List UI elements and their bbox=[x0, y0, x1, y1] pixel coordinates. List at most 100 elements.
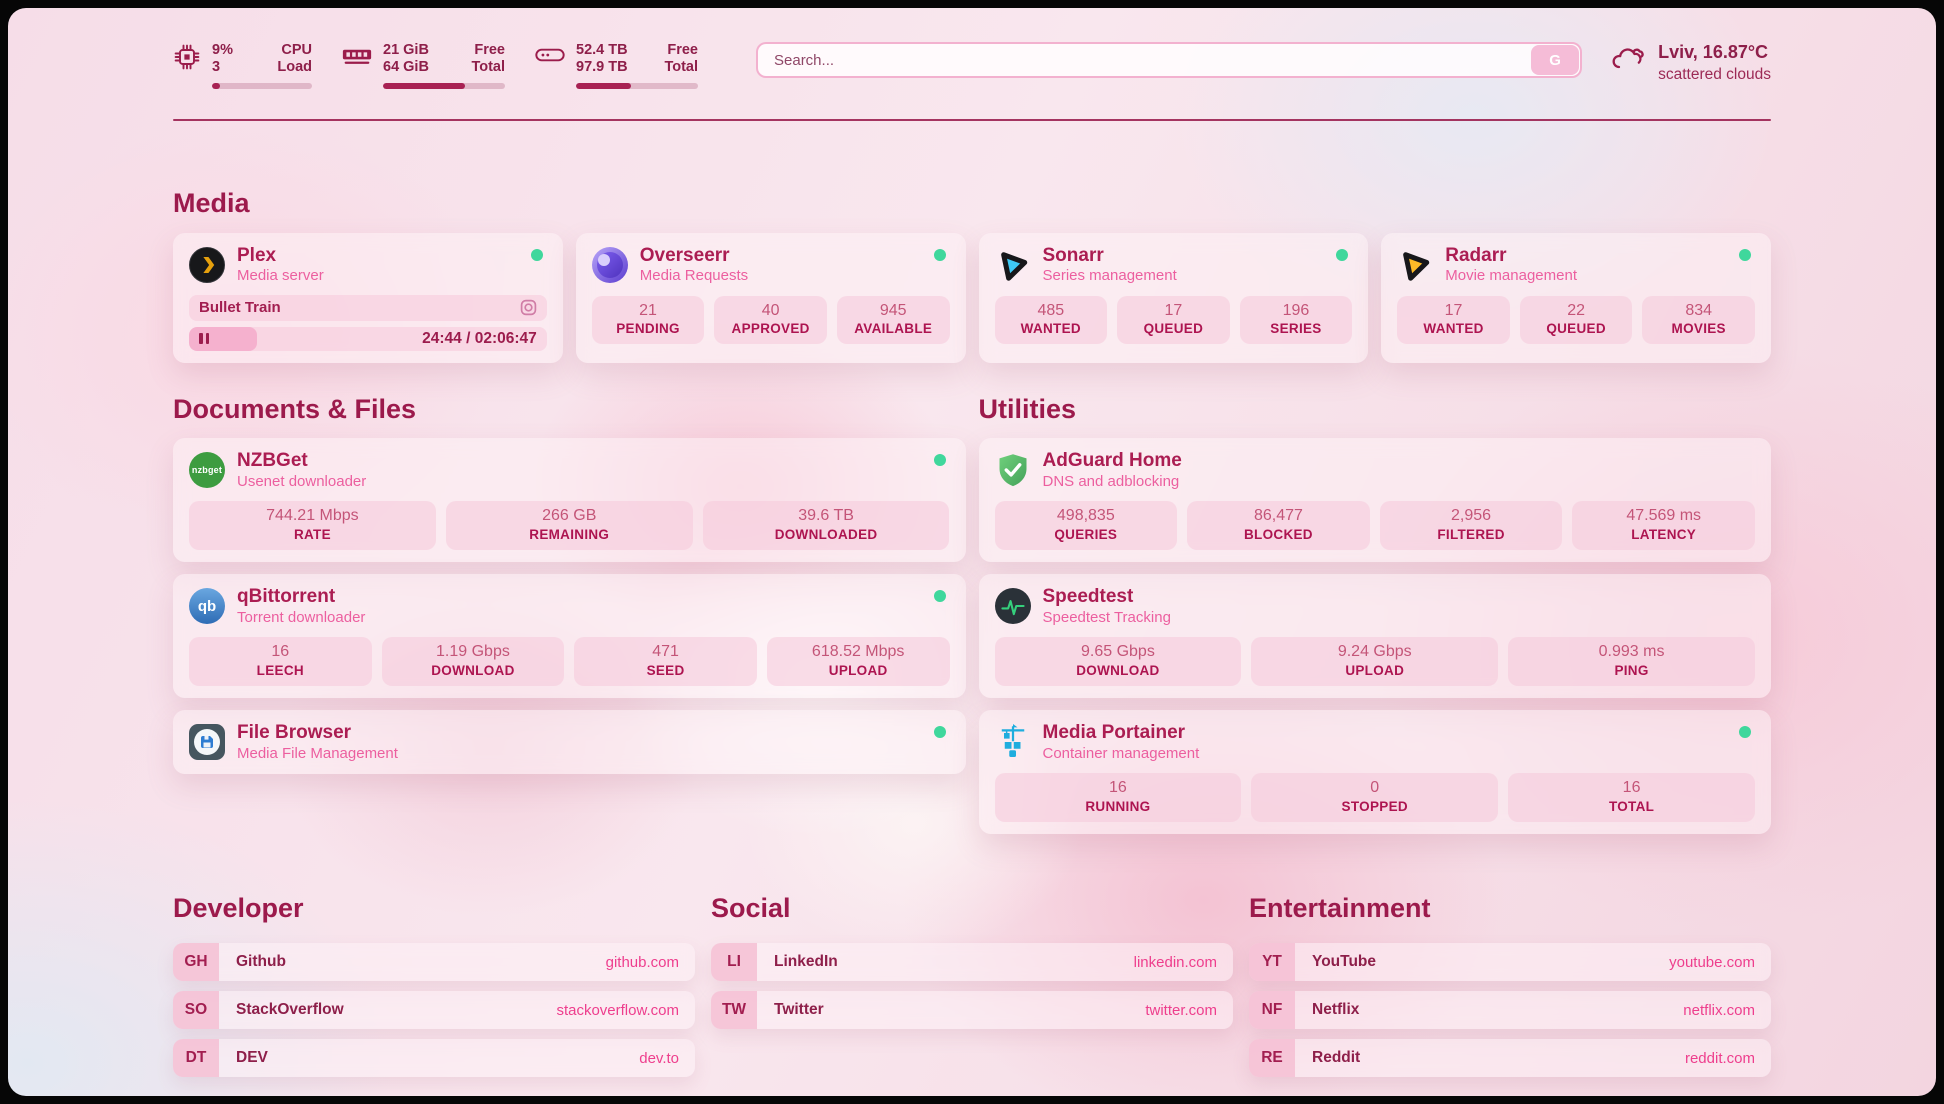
stat-box: 86,477 BLOCKED bbox=[1187, 501, 1370, 551]
search-input[interactable] bbox=[756, 42, 1583, 78]
sonarr-icon bbox=[995, 247, 1031, 283]
status-online-dot bbox=[530, 248, 543, 261]
storage-total-label: Total bbox=[664, 59, 698, 76]
adguard-card[interactable]: AdGuard Home DNS and adblocking 498,835 Q… bbox=[978, 438, 1771, 563]
app-subtitle: Movie management bbox=[1445, 267, 1577, 285]
portainer-icon bbox=[995, 723, 1031, 760]
stat-box: 9.65 Gbps DOWNLOAD bbox=[994, 637, 1242, 686]
stat-box: 1.19 Gbps DOWNLOAD bbox=[381, 637, 565, 686]
section-title-entertainment: Entertainment bbox=[1249, 892, 1431, 923]
link-url: twitter.com bbox=[1145, 1001, 1217, 1019]
media-card-grid: Plex Media server Bullet Train 24:44 / 0… bbox=[173, 232, 1771, 363]
app-title: qBittorrent bbox=[237, 586, 336, 608]
link-url: youtube.com bbox=[1669, 953, 1755, 971]
qbittorrent-card[interactable]: qb qBittorrent Torrent downloader 16 LEEC… bbox=[173, 574, 966, 698]
link-abbr: TW bbox=[711, 991, 757, 1030]
stat-box: 2,956 FILTERED bbox=[1379, 501, 1563, 551]
link-github[interactable]: GH Github github.com bbox=[173, 943, 695, 982]
stat-box: 9.24 Gbps UPLOAD bbox=[1251, 637, 1499, 686]
memory-total-label: Total bbox=[471, 59, 505, 76]
status-online-dot bbox=[1336, 248, 1349, 261]
stat-box: 0.993 ms PING bbox=[1508, 637, 1755, 686]
stat-box: 16 LEECH bbox=[189, 637, 372, 686]
pause-icon bbox=[199, 333, 209, 345]
stat-box: 0 STOPPED bbox=[1251, 773, 1499, 822]
link-youtube[interactable]: YT YouTube youtube.com bbox=[1249, 943, 1771, 982]
speedtest-card[interactable]: Speedtest Speedtest Tracking 9.65 Gbps DO… bbox=[978, 574, 1771, 698]
link-dev[interactable]: DT DEV dev.to bbox=[173, 1039, 695, 1078]
search-engine-button[interactable]: G bbox=[1531, 45, 1580, 75]
qbittorrent-icon: qb bbox=[189, 588, 225, 625]
sonarr-card[interactable]: Sonarr Series management 485 WANTED 17 QUE… bbox=[978, 232, 1369, 363]
playback-time: 24:44 / 02:06:47 bbox=[422, 329, 537, 347]
storage-total-value: 97.9 TB bbox=[576, 59, 628, 76]
link-name: Github bbox=[236, 953, 286, 971]
link-linkedin[interactable]: LI LinkedIn linkedin.com bbox=[711, 943, 1233, 982]
stat-box: 196 SERIES bbox=[1239, 295, 1353, 345]
stat-box: 17 WANTED bbox=[1397, 295, 1510, 345]
weather-location-temp: Lviv, 16.87°C bbox=[1658, 42, 1769, 62]
storage-progress-bar bbox=[576, 82, 698, 89]
section-title-social: Social bbox=[711, 892, 791, 923]
link-url: github.com bbox=[605, 953, 679, 971]
app-title: Radarr bbox=[1445, 244, 1507, 266]
link-stackoverflow[interactable]: SO StackOverflow stackoverflow.com bbox=[173, 991, 695, 1030]
app-subtitle: Container management bbox=[1042, 744, 1200, 762]
radarr-card[interactable]: Radarr Movie management 17 WANTED 22 QUEUE… bbox=[1381, 232, 1771, 363]
link-reddit[interactable]: RE Reddit reddit.com bbox=[1249, 1039, 1771, 1078]
weather-condition: scattered clouds bbox=[1658, 65, 1771, 83]
link-netflix[interactable]: NF Netflix netflix.com bbox=[1249, 991, 1771, 1030]
stat-box: 744.21 Mbps RATE bbox=[189, 501, 436, 551]
cloud-icon bbox=[1612, 48, 1644, 69]
dashboard-page: 9% CPU 3 Load 21 GiB Free 64 GiB Total bbox=[8, 8, 1936, 1096]
developer-section: Developer GH Github github.com SO StackO… bbox=[173, 892, 695, 1078]
plex-icon bbox=[189, 246, 225, 283]
overseerr-card[interactable]: Overseerr Media Requests 21 PENDING 40 APP… bbox=[575, 232, 966, 363]
now-playing-row: Bullet Train bbox=[189, 294, 547, 321]
stat-box: 834 MOVIES bbox=[1642, 295, 1755, 345]
cpu-stat: 9% CPU 3 Load bbox=[173, 42, 312, 89]
section-title-media: Media bbox=[173, 187, 250, 218]
stat-box: 22 QUEUED bbox=[1519, 295, 1633, 345]
stat-box: 266 GB REMAINING bbox=[445, 501, 693, 551]
storage-free-label: Free bbox=[667, 42, 698, 58]
app-title: File Browser bbox=[237, 721, 352, 743]
media-type-icon bbox=[520, 299, 537, 316]
adguard-icon bbox=[995, 452, 1031, 488]
playback-progress-bar[interactable]: 24:44 / 02:06:47 bbox=[189, 326, 547, 351]
status-online-dot bbox=[1739, 725, 1751, 738]
nzbget-card[interactable]: nzbget NZBGet Usenet downloader 744.21 M… bbox=[173, 438, 966, 563]
ram-icon bbox=[342, 49, 372, 64]
social-section: Social LI LinkedIn linkedin.com TW Twitt… bbox=[711, 892, 1233, 1030]
link-twitter[interactable]: TW Twitter twitter.com bbox=[711, 991, 1233, 1030]
section-title-utilities: Utilities bbox=[978, 393, 1077, 424]
app-title: NZBGet bbox=[237, 450, 308, 472]
memory-progress-bar bbox=[383, 82, 505, 89]
link-name: DEV bbox=[236, 1049, 268, 1067]
storage-stat: 52.4 TB Free 97.9 TB Total bbox=[535, 42, 698, 89]
stat-box: 945 AVAILABLE bbox=[836, 295, 950, 345]
stat-box: 47.569 ms LATENCY bbox=[1572, 501, 1755, 551]
stat-box: 618.52 Mbps UPLOAD bbox=[766, 637, 950, 686]
app-subtitle: Media Requests bbox=[639, 267, 749, 285]
cpu-label: CPU bbox=[281, 42, 312, 58]
link-abbr: LI bbox=[711, 943, 757, 982]
portainer-card[interactable]: Media Portainer Container management 16 R… bbox=[978, 709, 1771, 834]
cpu-icon bbox=[174, 44, 200, 70]
overseerr-icon bbox=[591, 246, 628, 283]
link-name: LinkedIn bbox=[774, 953, 838, 971]
status-online-dot bbox=[1739, 248, 1751, 261]
link-url: linkedin.com bbox=[1133, 953, 1217, 971]
status-online-dot bbox=[933, 454, 946, 467]
stat-box: 39.6 TB DOWNLOADED bbox=[702, 501, 950, 551]
filebrowser-card[interactable]: File Browser Media File Management bbox=[173, 709, 966, 774]
plex-card[interactable]: Plex Media server Bullet Train 24:44 / 0… bbox=[173, 232, 563, 363]
memory-total-value: 64 GiB bbox=[383, 59, 429, 76]
app-title: Plex bbox=[237, 244, 277, 266]
stat-box: 471 SEED bbox=[574, 637, 757, 686]
link-name: Netflix bbox=[1312, 1001, 1360, 1019]
stat-box: 485 WANTED bbox=[994, 295, 1108, 345]
link-abbr: RE bbox=[1249, 1039, 1295, 1078]
link-name: Twitter bbox=[774, 1001, 824, 1019]
stat-box: 498,835 QUERIES bbox=[994, 501, 1178, 551]
